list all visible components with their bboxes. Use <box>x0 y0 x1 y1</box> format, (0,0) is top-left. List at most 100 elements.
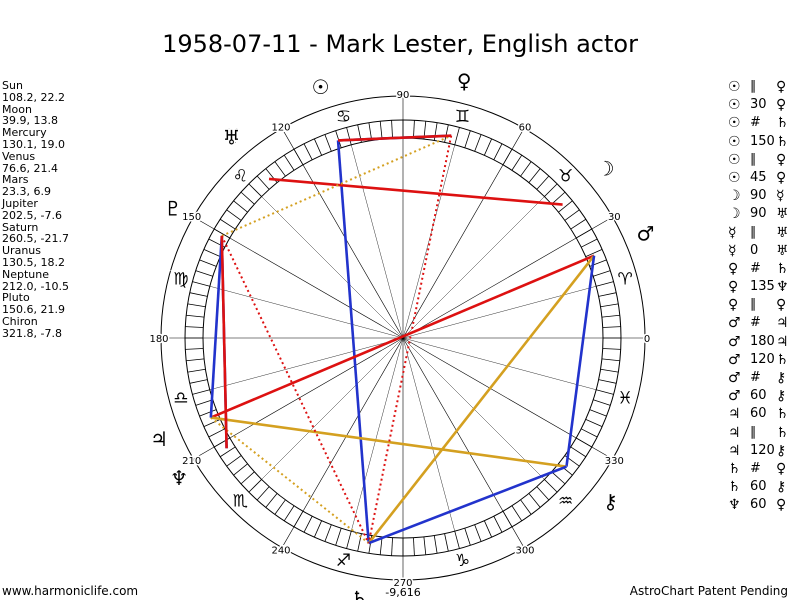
degree-tick <box>248 183 262 197</box>
degree-tick <box>199 259 217 267</box>
aspect-planet-b-icon: ☿ <box>776 188 785 205</box>
planet-name-venus: Venus <box>2 149 36 163</box>
zodiac-taurus-icon: ♉ <box>558 166 573 186</box>
degree-label: 300 <box>515 545 534 556</box>
degree-tick <box>203 248 221 258</box>
aspect-type: 45 <box>750 169 767 185</box>
zodiac-sagittarius-icon: ♐ <box>336 551 351 571</box>
planet-coords-chiron: 321.8, -7.8 <box>2 326 62 340</box>
degree-tick <box>186 314 205 318</box>
degree-tick <box>195 399 213 406</box>
degree-tick <box>324 524 332 542</box>
aspect-planet-a-icon: ☉ <box>728 151 741 168</box>
degree-tick <box>520 161 532 177</box>
aspect-row: ☉ 30 ♀ <box>728 96 800 114</box>
planet-coords-venus: 76.6, 21.4 <box>2 161 58 175</box>
aspect-planet-b-icon: ♄ <box>776 133 789 150</box>
planet-neptune-icon: ♆ <box>170 466 188 490</box>
aspect-type: 60 <box>750 497 767 513</box>
aspect-planet-a-icon: ☽ <box>728 188 741 205</box>
aspect-planet-a-icon: ♂ <box>728 370 741 386</box>
planet-coords-jupiter: 202.5, -7.6 <box>2 208 62 222</box>
aspect-planet-a-icon: ♄ <box>728 460 741 477</box>
aspect-type: 120 <box>750 442 775 458</box>
degree-tick <box>233 463 248 476</box>
aspect-row: ♀ ∥ ♀ <box>728 296 800 314</box>
aspect-type: 180 <box>750 333 775 349</box>
degree-tick <box>585 418 603 428</box>
aspect-type: 120 <box>750 351 775 367</box>
zodiac-leo-icon: ♌ <box>233 166 248 186</box>
degree-tick <box>199 409 217 417</box>
degree-tick <box>208 428 225 438</box>
aspect-planet-a-icon: ☿ <box>728 242 737 259</box>
degree-tick <box>274 499 286 515</box>
aspect-planet-b-icon: ♀ <box>776 497 787 514</box>
aspect-planet-b-icon: ⚷ <box>776 442 787 459</box>
degree-tick <box>313 138 323 156</box>
degree-tick <box>187 303 206 308</box>
footer-website[interactable]: www.harmoniclife.com <box>2 584 139 598</box>
planet-coords-mars: 23.3, 6.9 <box>2 185 51 199</box>
degree-tick <box>303 143 313 160</box>
degree-tick <box>570 446 587 458</box>
planet-name-mercury: Mercury <box>2 126 47 140</box>
degree-tick <box>601 358 620 362</box>
aspect-planet-b-icon: ⚷ <box>776 370 787 386</box>
degree-tick <box>511 505 523 522</box>
aspect-row: ♂ 180 ♃ <box>728 333 800 351</box>
degree-tick <box>303 516 313 533</box>
aspect-row: ☿ 0 ♅ <box>728 242 800 260</box>
aspect-type: ∥ <box>750 151 757 167</box>
degree-tick <box>203 418 221 428</box>
degree-tick <box>256 175 270 190</box>
degree-tick <box>413 120 415 139</box>
degree-tick <box>600 368 619 373</box>
degree-tick <box>544 479 558 493</box>
aspect-planet-b-icon: ♄ <box>776 115 789 132</box>
aspect-planet-b-icon: ♀ <box>776 169 787 186</box>
aspect-row: ♀ 135 ♆ <box>728 278 800 296</box>
aspect-list: ☉ ∥ ♀ ☉ 30 ♀ ☉ # ♄ ☉ 150 ♄ ☉ ∥ ♀ ☉ 45 ♀ ☽ 90 ☿ ☽ 90 ♅ ☿ ∥ ♅ ☿ 0 ♅ ♀ # ♄ ♀… <box>728 78 800 515</box>
aspect-planet-a-icon: ♀ <box>728 279 739 296</box>
planet-name-saturn: Saturn <box>2 220 39 234</box>
planet-name-sun: Sun <box>2 79 23 92</box>
aspect-row: ♂ 60 ⚷ <box>728 387 800 405</box>
aspect-type: ∥ <box>750 297 757 313</box>
planet-mercury-icon: ☿ <box>227 124 239 148</box>
degree-tick <box>536 175 550 190</box>
planet-sun-icon: ☉ <box>312 75 330 99</box>
degree-tick <box>192 281 210 287</box>
planet-name-pluto: Pluto <box>2 291 30 305</box>
degree-tick <box>528 168 541 183</box>
aspect-type: 0 <box>750 242 759 258</box>
degree-tick <box>598 379 617 384</box>
degree-tick <box>483 138 493 156</box>
planet-coords-saturn: 260.5, -21.7 <box>2 232 69 246</box>
aspect-row: ♄ 60 ⚷ <box>728 478 800 496</box>
degree-tick <box>335 528 342 546</box>
degree-tick <box>413 537 415 556</box>
chart-title: 1958-07-11 - Mark Lester, English actor <box>162 30 638 58</box>
degree-tick <box>226 209 242 221</box>
degree-label: 210 <box>182 456 201 467</box>
degree-tick <box>551 471 566 485</box>
aspect-planet-b-icon: ♀ <box>776 151 787 168</box>
degree-tick <box>596 281 614 287</box>
aspect-planet-b-icon: ♀ <box>776 79 787 95</box>
aspect-planet-b-icon: ♅ <box>776 224 789 241</box>
aspect-row: ♄ # ♀ <box>728 460 800 478</box>
degree-tick <box>596 389 614 395</box>
degree-label: 240 <box>271 545 290 556</box>
aspect-planet-a-icon: ♄ <box>728 479 741 496</box>
degree-tick <box>511 154 523 171</box>
degree-tick <box>493 143 503 160</box>
degree-tick <box>313 520 323 538</box>
aspect-row: ☉ ∥ ♀ <box>728 78 800 96</box>
degree-tick <box>240 191 255 205</box>
aspect-line-pluto-venus <box>221 134 452 237</box>
planet-name-jupiter: Jupiter <box>2 196 38 210</box>
zodiac-pisces-icon: ♓ <box>618 389 633 409</box>
aspect-planet-a-icon: ♂ <box>728 388 741 405</box>
